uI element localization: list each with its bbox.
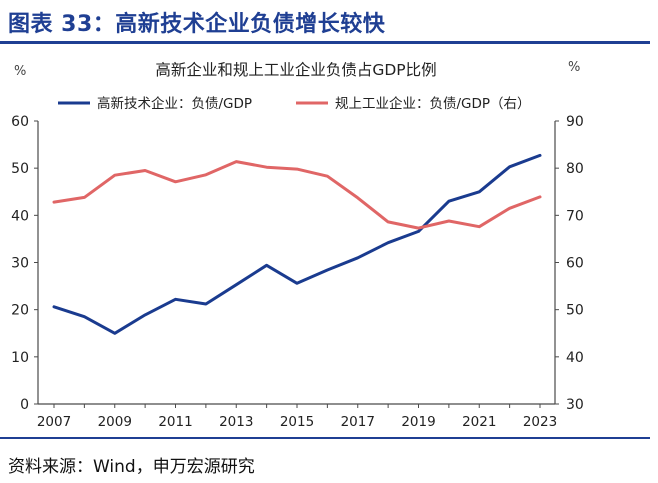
left-tick-label: 60 (11, 114, 29, 130)
line-chart: 高新企业和规上工业企业负债占GDP比例 % % 高新技术企业：负债/GDP 规上… (11, 60, 584, 430)
left-axis-unit: % (14, 64, 26, 79)
right-tick-label: 40 (566, 350, 584, 366)
right-axis-unit: % (568, 60, 580, 75)
right-tick-label: 50 (566, 303, 584, 319)
legend-label-industrial: 规上工业企业：负债/GDP（右） (335, 95, 531, 112)
legend-label-hitech: 高新技术企业：负债/GDP (97, 95, 252, 112)
series-line-hitech (52, 153, 542, 335)
left-tick-label: 20 (11, 303, 29, 319)
chart-title: 高新企业和规上工业企业负债占GDP比例 (155, 61, 436, 79)
left-tick-label: 30 (11, 256, 29, 272)
series-line-industrial (52, 160, 542, 230)
left-tick-label: 50 (11, 161, 29, 177)
figure-title: 图表 33：高新技术企业负债增长较快 (8, 12, 386, 37)
left-tick-label: 0 (20, 397, 29, 413)
left-tick-label: 10 (11, 350, 29, 366)
x-tick-label: 2023 (523, 414, 557, 430)
source-note: 资料来源：Wind，申万宏源研究 (8, 457, 255, 477)
source-rule (0, 437, 650, 439)
x-tick-label: 2021 (462, 414, 496, 430)
x-tick-label: 2019 (401, 414, 435, 430)
legend: 高新技术企业：负债/GDP 规上工业企业：负债/GDP（右） (58, 95, 531, 112)
x-tick-label: 2011 (158, 414, 192, 430)
x-tick-label: 2009 (98, 414, 132, 430)
left-tick-label: 40 (11, 208, 29, 224)
right-tick-label: 60 (566, 256, 584, 272)
x-tick-label: 2017 (341, 414, 375, 430)
right-tick-label: 30 (566, 397, 584, 413)
title-rule (0, 41, 650, 44)
right-tick-label: 70 (566, 208, 584, 224)
axes: 0 10 20 30 40 50 60 30 40 50 60 70 80 90 2007 2009 2011 2… (11, 114, 584, 430)
right-tick-label: 80 (566, 161, 584, 177)
series-lines (52, 153, 542, 335)
x-tick-label: 2015 (280, 414, 314, 430)
x-tick-label: 2007 (37, 414, 71, 430)
x-tick-label: 2013 (219, 414, 253, 430)
right-tick-label: 90 (566, 114, 584, 130)
